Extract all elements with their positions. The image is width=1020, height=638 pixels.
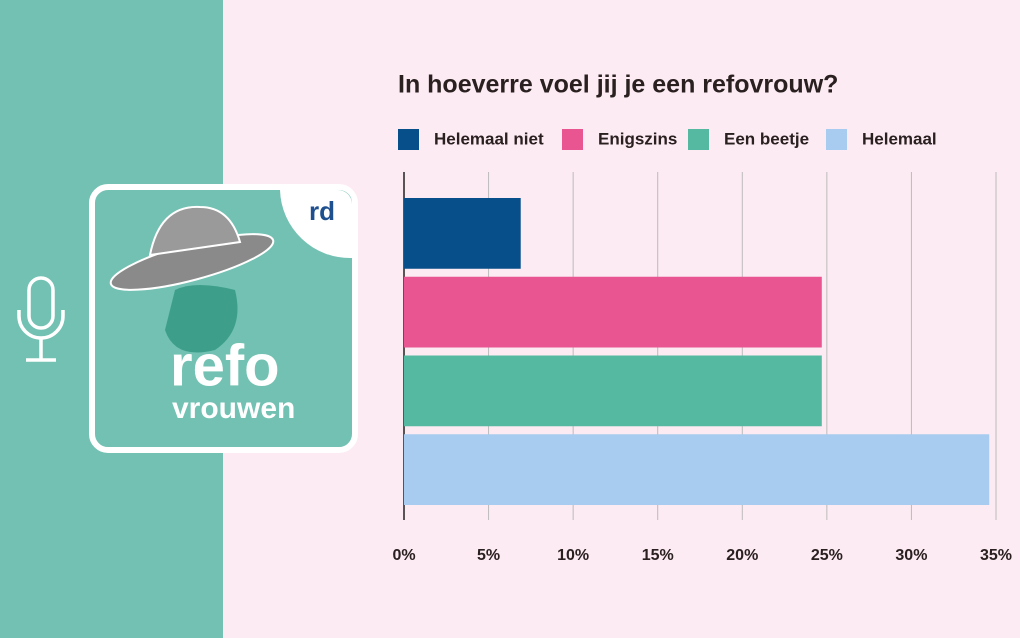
legend-swatch	[398, 129, 419, 150]
logo-title: refo	[170, 333, 280, 398]
chart-title: In hoeverre voel jij je een refovrouw?	[398, 71, 838, 99]
legend-label: Enigszins	[598, 129, 677, 148]
bar	[404, 355, 822, 427]
x-tick-label: 30%	[895, 547, 927, 564]
microphone-icon	[17, 276, 65, 362]
x-tick-label: 5%	[477, 547, 500, 564]
x-tick-label: 0%	[392, 547, 415, 564]
legend-label: Een beetje	[724, 129, 809, 148]
legend-label: Helemaal niet	[434, 129, 544, 148]
x-tick-label: 15%	[642, 547, 674, 564]
legend-label: Helemaal	[862, 129, 937, 148]
logo-subtitle: vrouwen	[172, 392, 295, 425]
logo-badge: rd	[309, 196, 335, 226]
bar	[404, 276, 822, 348]
legend-swatch	[562, 129, 583, 150]
legend-swatch	[826, 129, 847, 150]
legend-swatch	[688, 129, 709, 150]
logo: rd refo vrouwen	[89, 184, 358, 453]
bar	[404, 198, 521, 269]
x-tick-label: 25%	[811, 547, 843, 564]
x-tick-label: 35%	[980, 547, 1012, 564]
x-tick-label: 10%	[557, 547, 589, 564]
x-tick-label: 20%	[726, 547, 758, 564]
bar	[404, 434, 990, 505]
